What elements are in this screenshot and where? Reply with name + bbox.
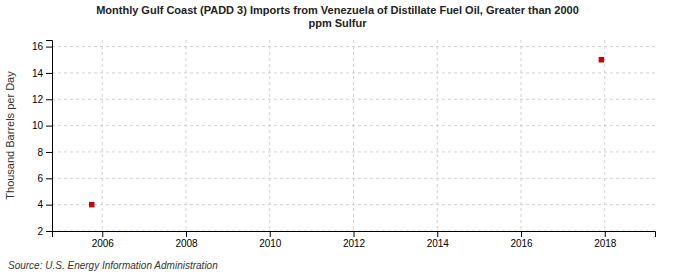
x-tick: 2006 — [92, 231, 115, 249]
x-tick-mark — [437, 231, 438, 237]
plot-area: 2006 2008 2010 2012 2014 2016 2018 2 4 6 8 10 12 14 16 — [32, 40, 656, 249]
y-tick-mark — [46, 47, 52, 48]
x-tick: 2012 — [343, 231, 366, 249]
y-grid-line — [52, 151, 655, 152]
y-tick: 16 — [32, 41, 52, 52]
y-grid-line — [52, 125, 655, 126]
y-axis: 2 4 6 8 10 12 14 16 — [32, 41, 53, 237]
y-grid-line — [52, 204, 655, 205]
data-point — [599, 57, 604, 62]
grid — [52, 40, 655, 231]
x-tick-label: 2008 — [175, 238, 198, 249]
y-grid-line — [52, 72, 655, 73]
x-tick-label: 2006 — [92, 238, 115, 249]
y-tick-mark — [46, 152, 52, 153]
y-tick: 10 — [32, 120, 52, 131]
y-tick-mark — [46, 178, 52, 179]
x-grid-line — [102, 40, 103, 231]
y-tick-mark — [46, 99, 52, 100]
x-tick: 2014 — [427, 231, 450, 249]
y-axis-line — [46, 41, 53, 232]
x-tick-label: 2018 — [594, 238, 617, 249]
x-grid-line — [186, 40, 187, 231]
x-grid-line — [604, 40, 605, 231]
x-tick-mark — [270, 231, 271, 237]
data-point — [89, 202, 94, 207]
x-tick: 2010 — [259, 231, 282, 249]
title-line: Monthly Gulf Coast (PADD 3) Imports from… — [96, 4, 579, 16]
x-tick-mark — [186, 231, 187, 237]
y-tick: 4 — [37, 199, 52, 210]
y-tick-mark — [46, 126, 52, 127]
y-tick-mark — [46, 73, 52, 74]
y-tick-label: 8 — [37, 147, 43, 158]
chart-title: Monthly Gulf Coast (PADD 3) Imports from… — [96, 4, 579, 29]
y-tick-mark — [46, 205, 52, 206]
source-note: Source: U.S. Energy Information Administ… — [8, 260, 218, 271]
y-tick-mark — [46, 231, 52, 232]
y-axis-title: Thousand Barrels per Day — [4, 71, 16, 200]
y-grid-line — [52, 99, 655, 100]
x-tick-mark — [605, 231, 606, 237]
y-tick: 8 — [37, 147, 52, 158]
y-tick: 12 — [32, 94, 52, 105]
x-tick-label: 2016 — [510, 238, 533, 249]
x-tick-label: 2010 — [259, 238, 282, 249]
y-tick-label: 12 — [32, 94, 44, 105]
x-axis-line — [53, 232, 656, 238]
x-tick: 2008 — [175, 231, 198, 249]
y-tick-label: 6 — [37, 173, 43, 184]
x-grid-line — [437, 40, 438, 231]
y-grid-line — [52, 46, 655, 47]
x-grid-line — [269, 40, 270, 231]
x-tick-label: 2014 — [427, 238, 450, 249]
y-tick: 14 — [32, 68, 52, 79]
x-tick-mark — [102, 231, 103, 237]
x-tick-mark — [354, 231, 355, 237]
y-tick-label: 2 — [37, 226, 43, 237]
x-tick-label: 2012 — [343, 238, 366, 249]
marks — [89, 57, 604, 207]
y-grid-line — [52, 178, 655, 179]
y-tick-label: 4 — [37, 199, 43, 210]
chart-svg: Monthly Gulf Coast (PADD 3) Imports from… — [0, 0, 675, 275]
y-tick-label: 16 — [32, 41, 44, 52]
x-tick-mark — [521, 231, 522, 237]
x-axis: 2006 2008 2010 2012 2014 2016 2018 — [53, 231, 656, 249]
x-grid-line — [353, 40, 354, 231]
x-tick: 2016 — [510, 231, 533, 249]
title-line: ppm Sulfur — [308, 17, 367, 29]
y-tick-label: 10 — [32, 120, 44, 131]
x-tick: 2018 — [594, 231, 617, 249]
y-tick: 2 — [37, 226, 52, 237]
x-grid-line — [521, 40, 522, 231]
y-tick-label: 14 — [32, 68, 44, 79]
y-tick: 6 — [37, 173, 52, 184]
